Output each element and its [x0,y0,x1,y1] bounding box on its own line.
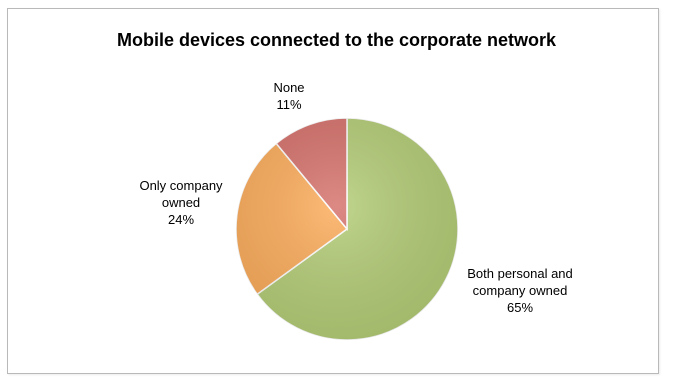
data-label-only-company-owned: Only company owned 24% [139,178,223,227]
data-label-none: None 11% [273,80,304,112]
chart-title: Mobile devices connected to the corporat… [116,30,557,50]
data-label-both-personal-and-company-owned: Both personal and company owned 65% [467,266,573,315]
